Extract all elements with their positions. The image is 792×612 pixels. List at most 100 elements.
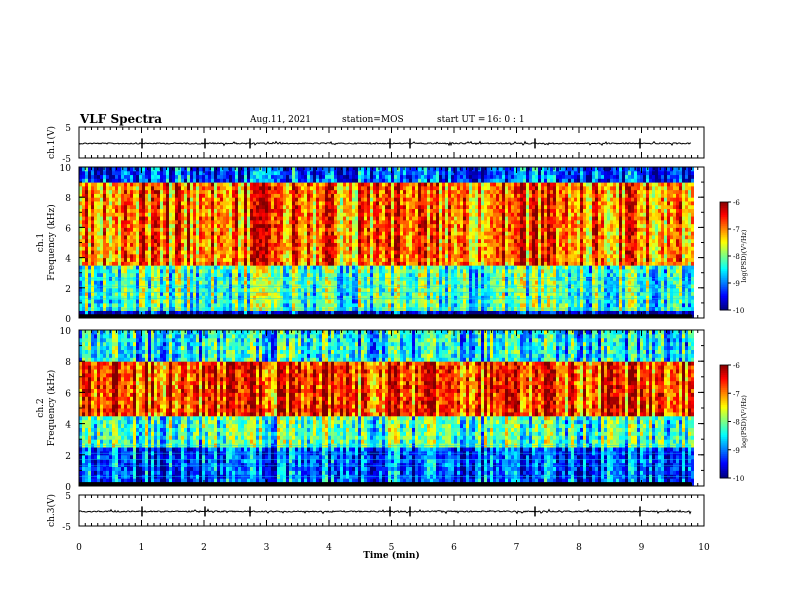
- spectrogram-cell: [415, 234, 418, 240]
- spectrogram-cell: [448, 238, 451, 243]
- spectrogram-cell: [433, 250, 436, 255]
- spectrogram-cell: [424, 250, 427, 255]
- spectrogram-cell: [421, 185, 424, 191]
- spectrogram-cell: [103, 250, 106, 255]
- spectrogram-cell: [211, 174, 214, 179]
- spectrogram-cell: [382, 219, 385, 225]
- spectrogram-cell: [322, 208, 325, 213]
- spectrogram-cell: [205, 261, 208, 266]
- spectrogram-cell: [202, 287, 205, 293]
- spectrogram-cell: [190, 250, 193, 255]
- spectrogram-cell: [223, 193, 226, 198]
- spectrogram-cell: [370, 287, 373, 293]
- spectrogram-cell: [214, 227, 217, 232]
- spectrogram-cell: [199, 253, 202, 259]
- spectrogram-cell: [172, 200, 175, 206]
- spectrogram-cell: [115, 257, 118, 262]
- spectrogram-cell: [169, 302, 172, 308]
- spectrogram-cell: [157, 234, 160, 240]
- spectrogram-cell: [94, 227, 97, 232]
- spectrogram-cell: [148, 287, 151, 293]
- spectrogram-cell: [418, 185, 421, 191]
- spectrogram-cell: [184, 234, 187, 240]
- spectrogram-cell: [259, 178, 262, 183]
- spectrogram-cell: [385, 299, 388, 304]
- spectrogram-cell: [424, 185, 427, 191]
- spectrogram-cell: [199, 178, 202, 183]
- spectrogram-cell: [178, 227, 181, 232]
- spectrogram-cell: [382, 197, 385, 202]
- spectrogram-cell: [220, 299, 223, 304]
- spectrogram-cell: [232, 302, 235, 308]
- spectrogram-cell: [280, 216, 283, 221]
- spectrogram-cell: [85, 246, 88, 251]
- spectrogram-cell: [88, 291, 91, 296]
- spectrogram-cell: [247, 178, 250, 183]
- spectrogram-cell: [121, 250, 124, 255]
- spectrogram-cell: [361, 265, 364, 270]
- spectrogram-cell: [400, 212, 403, 217]
- spectrogram-cell: [403, 170, 406, 176]
- spectrogram-cell: [109, 174, 112, 179]
- spectrogram-cell: [238, 268, 241, 274]
- spectrogram-cell: [214, 287, 217, 293]
- spectrogram-cell: [295, 299, 298, 304]
- spectrogram-cell: [217, 208, 220, 213]
- spectrogram-cell: [196, 219, 199, 225]
- spectrogram-cell: [169, 212, 172, 217]
- spectrogram-cell: [376, 250, 379, 255]
- spectrogram-cell: [289, 257, 292, 262]
- spectrogram-cell: [190, 182, 193, 187]
- spectrogram-cell: [109, 238, 112, 243]
- spectrogram-cell: [289, 261, 292, 266]
- spectrogram-cell: [283, 280, 286, 285]
- spectrogram-cell: [130, 182, 133, 187]
- spectrogram-cell: [94, 170, 97, 176]
- spectrogram-cell: [448, 268, 451, 274]
- spectrogram-cell: [145, 272, 148, 277]
- spectrogram-cell: [325, 223, 328, 228]
- spectrogram-cell: [262, 268, 265, 274]
- spectrogram-cell: [298, 200, 301, 206]
- spectrogram-cell: [226, 208, 229, 213]
- spectrogram-cell: [133, 268, 136, 274]
- spectrogram-cell: [136, 193, 139, 198]
- spectrogram-cell: [151, 208, 154, 213]
- spectrogram-cell: [400, 193, 403, 198]
- spectrogram-cell: [142, 204, 145, 210]
- spectrogram-cell: [160, 250, 163, 255]
- spectrogram-cell: [403, 216, 406, 221]
- spectrogram-cell: [415, 231, 418, 236]
- spectrogram-cell: [214, 246, 217, 251]
- spectrogram-cell: [205, 208, 208, 213]
- spectrogram-cell: [121, 280, 124, 285]
- spectrogram-cell: [133, 272, 136, 277]
- spectrogram-cell: [253, 302, 256, 308]
- spectrogram-cell: [79, 265, 82, 270]
- spectrogram-cell: [379, 287, 382, 293]
- spectrogram-cell: [139, 302, 142, 308]
- spectrogram-cell: [274, 212, 277, 217]
- spectrogram-cell: [304, 193, 307, 198]
- spectrogram-cell: [217, 189, 220, 194]
- spectrogram-cell: [343, 265, 346, 270]
- spectrogram-cell: [445, 234, 448, 240]
- spectrogram-cell: [433, 167, 436, 172]
- spectrogram-cell: [355, 242, 358, 247]
- spectrogram-cell: [223, 250, 226, 255]
- spectrogram-cell: [211, 189, 214, 194]
- spectrogram-cell: [361, 170, 364, 176]
- spectrogram-cell: [301, 287, 304, 293]
- spectrogram-cell: [124, 189, 127, 194]
- spectrogram-cell: [160, 182, 163, 187]
- spectrogram-cell: [97, 174, 100, 179]
- spectrogram-cell: [421, 208, 424, 213]
- spectrogram-cell: [214, 193, 217, 198]
- spectrogram-cell: [283, 299, 286, 304]
- spectrogram-cell: [406, 261, 409, 266]
- spectrogram-cell: [190, 242, 193, 247]
- spectrogram-cell: [274, 238, 277, 243]
- spectrogram-cell: [124, 302, 127, 308]
- spectrogram-cell: [394, 261, 397, 266]
- spectrogram-cell: [211, 167, 214, 172]
